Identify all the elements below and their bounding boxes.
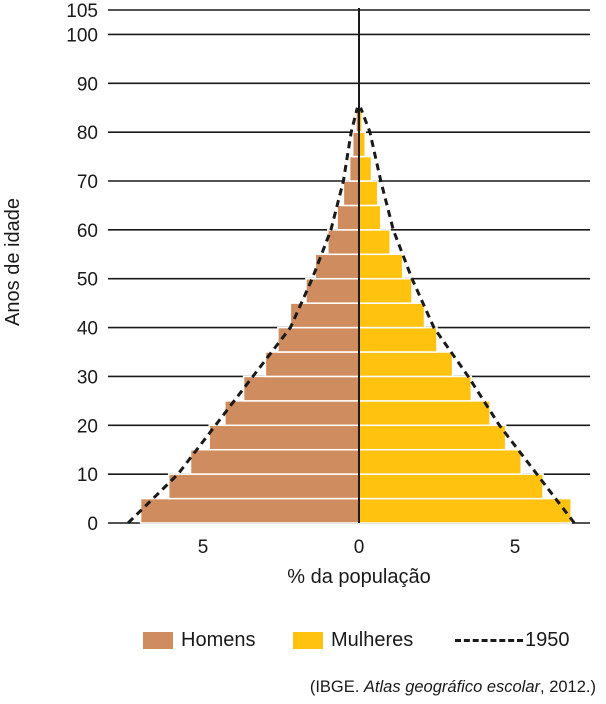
legend-label-women: Mulheres [331,628,414,651]
legend-swatch-women [293,631,323,649]
line-1950-right [359,107,576,524]
bar-women-10 [358,448,522,475]
y-tick-40: 40 [77,319,98,340]
bar-women-70 [358,155,373,182]
legend-item-1950: 1950 [455,622,570,658]
bar-men-50 [314,253,360,280]
bar-women-25 [358,375,473,402]
bar-men-65 [342,180,360,207]
x-tick-1: 0 [354,537,365,558]
y-tick-30: 30 [77,367,98,388]
bar-women-15 [358,424,507,451]
y-tick-100: 100 [66,25,98,46]
y-tick-0: 0 [87,514,98,535]
bar-women-30 [358,351,454,378]
legend-dash-1950 [455,638,523,642]
y-tick-105: 105 [66,1,98,22]
bar-men-35 [277,326,360,353]
y-tick-70: 70 [77,172,98,193]
bar-men-40 [289,302,360,329]
bar-women-45 [358,277,413,304]
bar-women-60 [358,204,382,231]
y-tick-10: 10 [77,465,98,486]
bar-men-60 [336,204,360,231]
bar-men-20 [224,400,360,427]
bar-men-10 [189,448,360,475]
bar-men-45 [305,277,360,304]
bar-men-70 [348,155,360,182]
legend-swatch-men [143,631,173,649]
y-tick-80: 80 [77,123,98,144]
x-tick-0: 5 [198,537,209,558]
bar-men-0 [139,497,360,524]
bar-men-55 [327,229,360,256]
bar-women-40 [358,302,426,329]
y-tick-60: 60 [77,221,98,242]
y-tick-20: 20 [77,416,98,437]
legend-label-1950: 1950 [525,628,570,651]
bar-men-30 [264,351,360,378]
source-note: (IBGE. Atlas geográfico escolar, 2012.) [310,678,596,697]
legend-item-women: Mulheres [293,622,413,658]
legend-item-men: Homens [143,622,255,658]
source-title: Atlas geográfico escolar [363,678,541,696]
source-suffix: , 2012.) [540,678,596,696]
source-prefix: (IBGE. [309,678,364,696]
bar-women-50 [358,253,404,280]
bar-women-35 [358,326,438,353]
bar-women-5 [358,473,544,500]
line-1950 [127,107,576,525]
x-tick-2: 5 [510,537,521,558]
bar-women-0 [358,497,572,524]
bar-women-65 [358,180,379,207]
x-axis-label: % da população [287,566,430,588]
y-tick-50: 50 [77,270,98,291]
bar-women-20 [358,400,491,427]
bar-women-55 [358,229,391,256]
bars [139,106,572,524]
line-1950-left [127,107,359,525]
bar-men-5 [167,473,360,500]
legend: Homens Mulheres 1950 [0,622,606,658]
y-tick-90: 90 [77,74,98,95]
y-axis-label: Anos de idade [2,198,24,326]
legend-label-men: Homens [181,628,256,651]
bar-men-15 [208,424,360,451]
bar-men-25 [242,375,360,402]
